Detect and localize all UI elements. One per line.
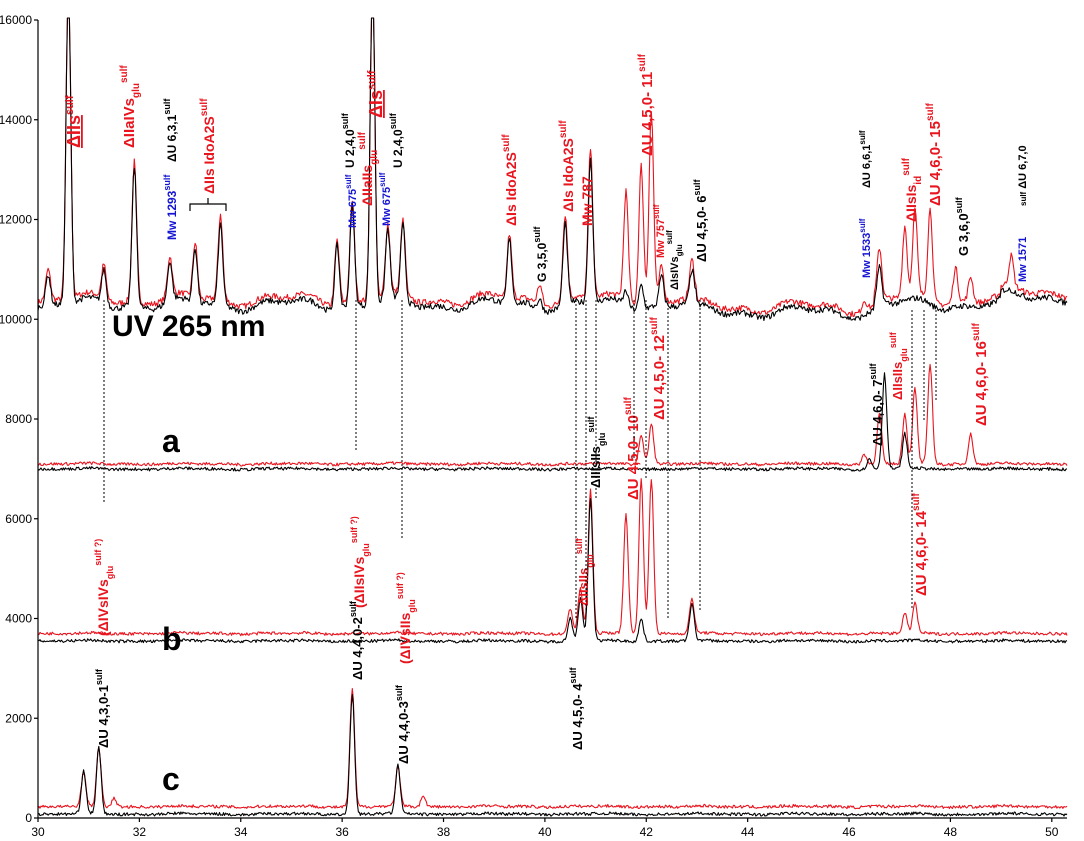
annotation-u45012: ΔU 4,5,0- 12sulf (649, 317, 668, 420)
x-tick-label: 38 (437, 825, 451, 839)
trace-c-black (37, 694, 1068, 817)
peak-annotations: ΔIIssulf ΔIIaIVsglusulf ΔU 6,3,1sulf Mw … (64, 53, 1029, 764)
chromatogram-traces (37, 17, 1068, 817)
annotation-isivs: ΔIsIVsglusulf (665, 230, 684, 290)
annotation-u4402: ΔU 4,4,0-2sulf (348, 600, 365, 680)
trace-label-a: a (162, 423, 180, 459)
annotation-mw1293: Mw 1293sulf (162, 174, 179, 240)
annotation-u46015: ΔU 4,6,0- 15sulf (925, 103, 944, 206)
x-tick-label: 40 (538, 825, 552, 839)
annotation-u46014: ΔU 4,6,0- 14sulf (911, 493, 930, 596)
annotation-u4504: ΔU 4,5,0- 4sulf (568, 667, 585, 750)
trace-label-c: c (162, 761, 180, 797)
y-tick-label: 8000 (5, 412, 32, 426)
trace-c-red (37, 688, 1068, 810)
annotation-mw787: Mw 787 (579, 176, 595, 226)
annotation-u240a: U 2,4,0sulf (340, 112, 357, 168)
annotation-iiaivs: ΔIIaIVsglusulf (119, 65, 142, 148)
annotation-u661: ΔU 6,6,1sulf (858, 130, 873, 188)
x-tick-label: 36 (335, 825, 349, 839)
x-tick-label: 46 (842, 825, 856, 839)
annotation-mw675a: Mw 675sulf (344, 174, 359, 228)
annotation-iiaiis: ΔIIaIIsglusulf (357, 131, 380, 206)
trace-b-black (37, 498, 1068, 644)
x-tick-label: 30 (31, 825, 45, 839)
annotation-mw675b: Mw 675sulf (378, 172, 393, 226)
x-tick-label: 48 (944, 825, 958, 839)
trace-uv-red (37, 17, 1068, 318)
x-tick-label: 42 (640, 825, 654, 839)
x-tick-label: 50 (1045, 825, 1059, 839)
annotation-ivsiis: (ΔIVsIIsglusulf ?) (395, 572, 417, 664)
trace-label-uv: UV 265 nm (112, 310, 265, 343)
annotation-iis-top: ΔIIssulf (64, 95, 84, 148)
trace-uv-black (37, 17, 1068, 322)
annotation-u240b: U 2,4,0sulf (388, 112, 405, 168)
y-tick-label: 10000 (0, 312, 32, 326)
annotation-u4301: ΔU 4,3,0-1sulf (94, 668, 111, 748)
annotation-mw757: Mw 757sulf (652, 204, 667, 258)
annotation-u4607: ΔU 4,6,0- 7sulf (868, 363, 885, 446)
annotation-iisiis-a: ΔIIsIIsglusulf (888, 331, 909, 400)
annotation-mw1533: Mw 1533sulf (858, 218, 873, 278)
annotation-g360: G 3,6,0sulf (954, 196, 971, 256)
x-tick-label: 34 (234, 825, 248, 839)
annotation-is-idoa-1: ΔIs IdoA2Ssulf (501, 134, 519, 226)
annotation-u670: sulfΔU 6,7,0 (1017, 145, 1029, 206)
x-tick-label: 44 (741, 825, 755, 839)
y-tick-label: 6000 (5, 512, 32, 526)
annotation-u45010: ΔU 4,5,0- 10sulf (623, 397, 642, 500)
y-tick-label: 16000 (0, 13, 32, 27)
bracket (189, 198, 227, 211)
reference-lines (103, 300, 937, 620)
annotation-u4506: ΔU 4,5,0- 6sulf (692, 179, 709, 262)
y-tick-label: 2000 (5, 711, 32, 725)
trace-label-b: b (162, 621, 182, 657)
y-tick-label: 0 (25, 811, 32, 825)
annotation-u4403: ΔU 4,4,0-3sulf (394, 684, 411, 764)
annotation-ivsivs: (ΔIVsIVsglusulf ?) (93, 539, 115, 636)
annotation-iisiis-b: ΔIIsIIsglusulf (574, 537, 595, 606)
trace-b-red (37, 478, 1068, 637)
annotation-u631: ΔU 6,3,1sulf (162, 98, 179, 162)
annotation-g350: G 3,5,0sulf (532, 226, 549, 282)
axes: 0 2000 4000 6000 8000 10000 12000 14000 16000 30 3… (0, 13, 1067, 839)
y-tick-label: 12000 (0, 213, 32, 227)
annotation-mw1571: Mw 1571 (1017, 237, 1029, 282)
annotation-u46016: ΔU 4,6,0- 16sulf (971, 323, 990, 426)
x-tick-label: 32 (133, 825, 147, 839)
annotation-is-top: ΔIssulf (366, 70, 386, 118)
annotation-iis-idoa: ΔIIs IdoA2Ssulf (199, 98, 217, 194)
annotation-iisis: ΔIIsIsidsulf (901, 157, 924, 222)
annotation-iisivs: (ΔIIsIVsglusulf ?) (349, 516, 371, 608)
annotation-is-idoa-2: ΔIs IdoA2Ssulf (558, 120, 576, 212)
annotation-u45011: ΔU 4,5,0- 11sulf (637, 53, 656, 156)
annotation-iiiis: ΔIIIsIIsglusulf (586, 416, 607, 488)
y-tick-label: 14000 (0, 113, 32, 127)
trace-a-red (37, 363, 1068, 467)
y-tick-label: 4000 (5, 612, 32, 626)
trace-a-black (37, 372, 1068, 472)
